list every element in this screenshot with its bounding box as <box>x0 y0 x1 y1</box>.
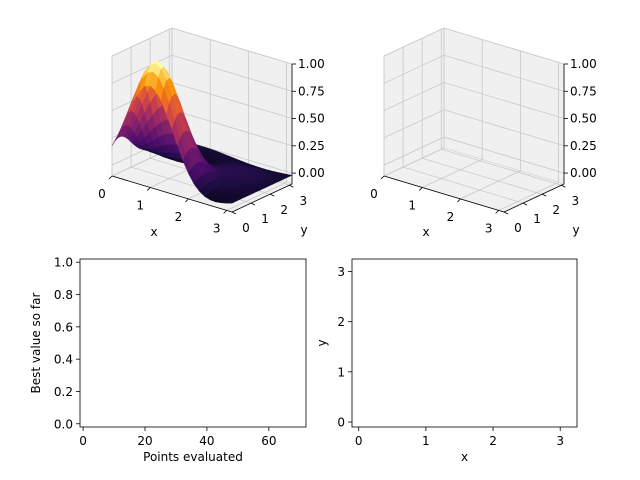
z-tick-label: 0.50 <box>570 112 597 126</box>
y-tick-label: 0.4 <box>54 353 73 367</box>
y-tick-label: 0 <box>337 415 345 429</box>
x-tick <box>380 175 385 180</box>
y-tick-label: 1 <box>337 365 345 379</box>
y-tick <box>561 184 566 188</box>
x-tick <box>457 198 461 203</box>
x-axis-label: x <box>461 450 468 464</box>
z-tick-label: 0.25 <box>298 139 325 153</box>
x-tick-label: 2 <box>489 434 497 448</box>
y-tick-label: 0.2 <box>54 385 73 399</box>
x-tick-label: 0 <box>355 434 363 448</box>
x-tick-label: 1 <box>408 198 416 212</box>
plot-area <box>351 258 578 428</box>
grid-line-z <box>111 27 293 65</box>
points-scatter-panel: 0 1 2 3 0 1 2 3 x y <box>315 258 578 464</box>
x-tick <box>418 187 423 191</box>
x-tick <box>495 210 499 214</box>
grid-line-x <box>498 62 559 211</box>
surface <box>111 60 293 204</box>
y-axis-label: y <box>300 223 307 237</box>
x-tick-label: 3 <box>213 221 221 235</box>
y-tick-label: 0.0 <box>54 417 73 431</box>
y-tick-label: 0.8 <box>54 288 73 302</box>
z-tick-label: 1.00 <box>298 57 325 71</box>
x-axis-line <box>383 175 505 213</box>
y-tick-label: 0 <box>242 221 250 235</box>
x-tick-label: 2 <box>175 210 183 224</box>
x-axis-label: Points evaluated <box>143 450 243 464</box>
grid-line-z <box>383 82 565 119</box>
x-axis-label: x <box>422 225 429 239</box>
grid-line-x <box>460 50 521 200</box>
grid-line-z <box>383 54 565 92</box>
x-tick-label: 2 <box>447 210 455 224</box>
y-tick-label: 3 <box>337 265 345 279</box>
y-tick-label: 2 <box>552 203 560 217</box>
grid-line-x <box>383 28 445 177</box>
grid-line-y <box>402 47 524 204</box>
z-tick-label: 1.00 <box>570 57 597 71</box>
grid-line-z <box>383 109 565 147</box>
x-axis-line <box>111 175 233 213</box>
y-tick-label: 1 <box>261 212 269 226</box>
plot-area <box>79 258 307 428</box>
y-tick-label: 1 <box>533 212 541 226</box>
x-tick-label: 0 <box>79 434 87 448</box>
y-tick-label: 3 <box>300 194 308 208</box>
x-tick-label: 60 <box>261 434 276 448</box>
grid-line-y <box>440 29 562 186</box>
z-tick-label: 0.50 <box>298 112 325 126</box>
z-tick-label: 0.00 <box>298 166 325 180</box>
x-tick-label: 20 <box>137 434 152 448</box>
y-tick <box>289 184 294 188</box>
x-tick <box>108 175 113 180</box>
z-tick-label: 0.75 <box>570 84 597 98</box>
y-tick <box>503 211 509 215</box>
y-tick <box>522 202 528 206</box>
z-tick-label: 0.00 <box>570 166 597 180</box>
grid-line-y <box>421 38 543 195</box>
grid-line-x <box>422 39 483 188</box>
x-tick-label: 3 <box>485 221 493 235</box>
x-tick <box>223 210 227 214</box>
x-tick-label: 40 <box>199 434 214 448</box>
z-tick-label: 0.75 <box>298 84 325 98</box>
best-value-panel: 0 20 40 60 0.0 0.2 0.4 0.6 0.8 1.0 Points evaluate… <box>29 256 307 464</box>
x-tick-label: 1 <box>422 434 430 448</box>
grid-line-z <box>383 27 565 65</box>
x-tick <box>185 198 189 203</box>
x-tick-label: 0 <box>98 187 106 201</box>
y-axis-label: y <box>315 339 329 346</box>
x-axis-label: x <box>150 225 157 239</box>
y-tick <box>270 193 275 197</box>
grid-line-x <box>226 62 288 211</box>
grid-line-z <box>383 136 565 174</box>
x-tick-label: 1 <box>136 198 144 212</box>
y-axis-line <box>231 183 293 213</box>
y-tick-label: 3 <box>572 194 580 208</box>
y-tick-label: 1.0 <box>54 256 73 270</box>
y-tick <box>250 202 256 206</box>
y-tick-label: 2 <box>280 203 288 217</box>
x-tick-label: 0 <box>370 187 378 201</box>
y-tick <box>542 193 547 197</box>
x-tick-label: 3 <box>556 434 564 448</box>
y-axis-line <box>503 183 565 213</box>
y-tick <box>231 211 237 215</box>
z-tick-label: 0.25 <box>570 139 597 153</box>
x-tick <box>146 187 151 191</box>
y-tick-label: 0.6 <box>54 320 73 334</box>
y-axis-label: Best value so far <box>29 292 43 393</box>
y-tick-label: 0 <box>514 221 522 235</box>
y-axis-label: y <box>572 223 579 237</box>
surface-patch <box>226 201 235 204</box>
grid-line-z <box>111 54 293 92</box>
y-tick-label: 2 <box>337 315 345 329</box>
